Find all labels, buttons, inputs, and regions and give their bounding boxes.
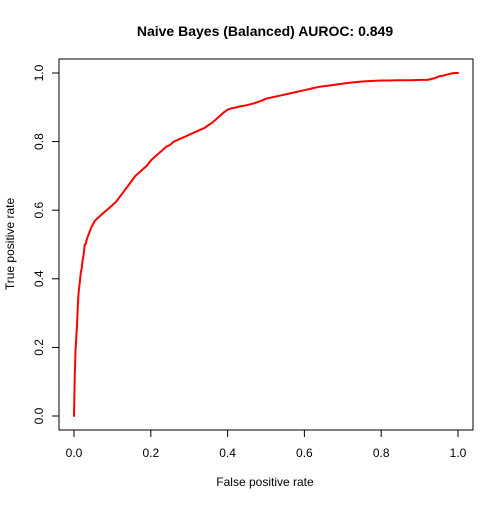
x-axis: 0.0 0.2 0.4 0.6 0.8 1.0 <box>66 429 467 460</box>
x-tick-label: 0.6 <box>296 446 313 460</box>
chart-title: Naive Bayes (Balanced) AUROC: 0.849 <box>137 23 393 39</box>
x-tick-label: 1.0 <box>450 446 467 460</box>
y-tick-label: 0.6 <box>32 202 46 219</box>
x-tick-label: 0.2 <box>142 446 159 460</box>
x-tick-label: 0.8 <box>373 446 390 460</box>
y-axis: 0.0 0.2 0.4 0.6 0.8 1.0 <box>32 64 60 424</box>
y-tick-label: 0.8 <box>32 133 46 150</box>
y-tick-label: 1.0 <box>32 64 46 81</box>
x-axis-label: False positive rate <box>216 475 314 489</box>
y-tick-label: 0.4 <box>32 270 46 287</box>
y-axis-label: True positive rate <box>3 198 17 291</box>
y-tick-label: 0.2 <box>32 339 46 356</box>
series-layer <box>73 72 459 417</box>
x-tick-label: 0.0 <box>66 446 83 460</box>
y-tick-label: 0.0 <box>32 407 46 424</box>
x-tick-label: 0.4 <box>219 446 236 460</box>
roc-curve-line <box>73 72 459 417</box>
